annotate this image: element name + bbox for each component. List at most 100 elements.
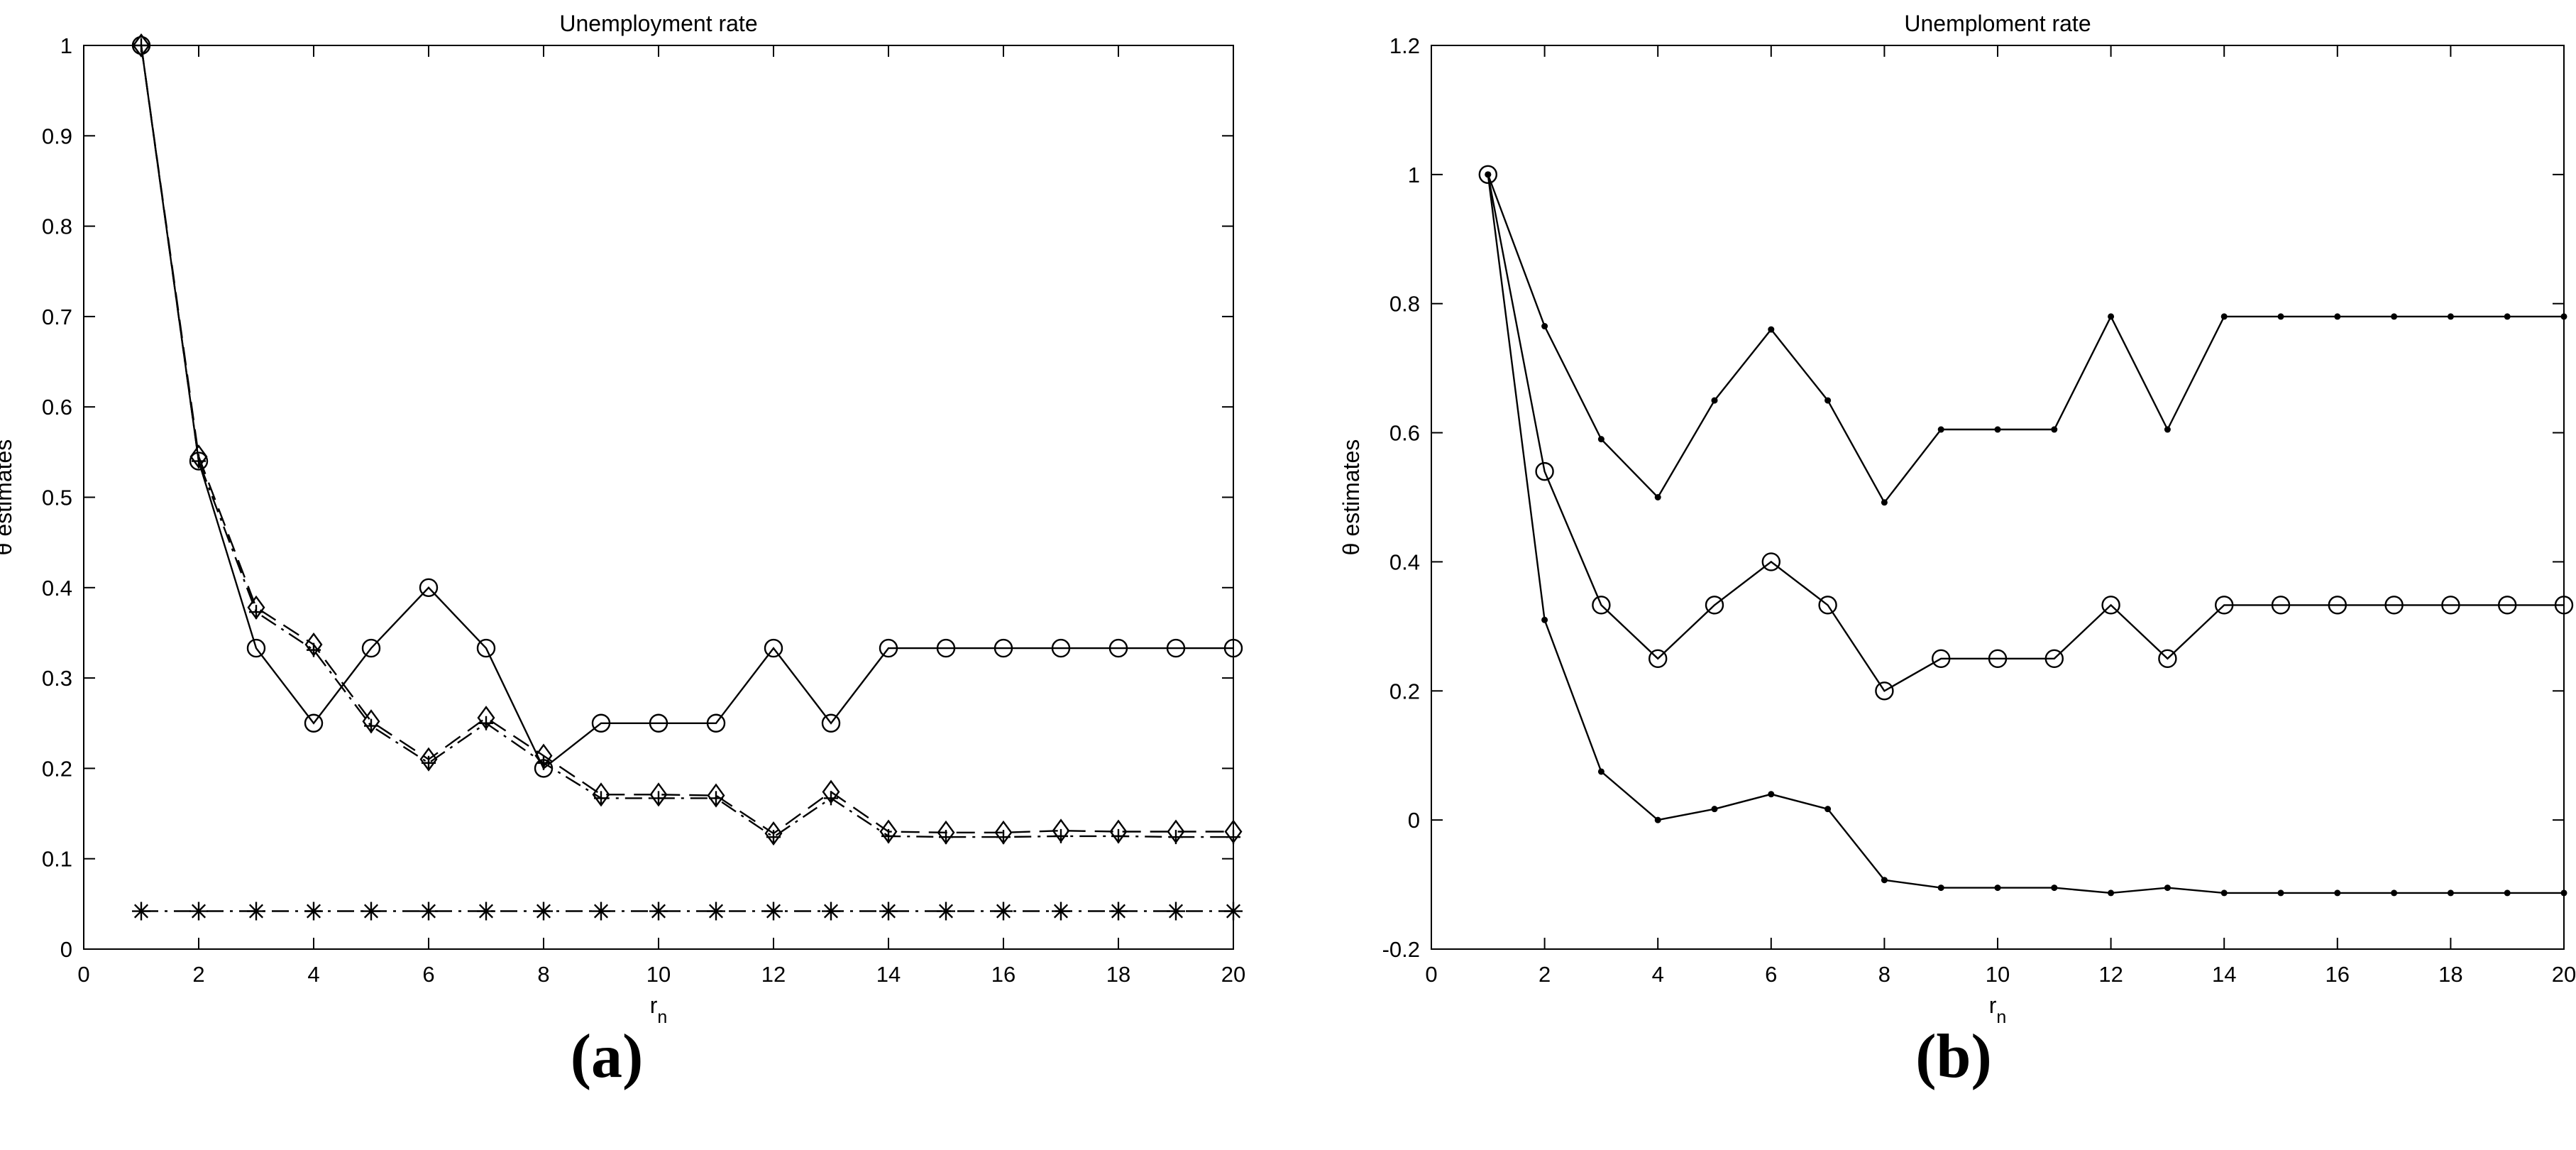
x-tick-label: 8 (537, 962, 549, 987)
series-1-point (2108, 313, 2115, 320)
x-tick-label: 18 (2438, 962, 2462, 987)
plot-frame (83, 45, 1234, 950)
series-4-point (822, 902, 840, 921)
series-3-point (881, 828, 896, 843)
series-1-line (140, 45, 1233, 770)
series-3-point (192, 454, 206, 469)
y-axis-label: θ estimates (1338, 439, 1364, 556)
series-2-point (1818, 596, 1837, 615)
series-3-point (766, 830, 781, 845)
panel-label-b-open: ( (1915, 1022, 1937, 1091)
series-1-point (993, 638, 1013, 658)
x-tick-label: 18 (1106, 962, 1130, 987)
series-3-point (1541, 616, 1548, 623)
series-1-point (1937, 426, 1944, 433)
series-3-point (1169, 830, 1183, 845)
series-3-point (1994, 885, 2001, 892)
series-3-point (479, 716, 493, 730)
series-2-point (2441, 596, 2460, 615)
series-4-point (764, 902, 783, 921)
y-tick-label: 0 (1408, 808, 1420, 833)
series-1-point (821, 713, 841, 733)
series-4-point (1052, 902, 1070, 921)
series-3-point (1824, 806, 1832, 813)
series-4-point (477, 902, 495, 921)
series-4-point (247, 902, 265, 921)
x-tick-label: 14 (876, 962, 901, 987)
series-2-point (2101, 596, 2120, 615)
y-tick-label: 0.1 (42, 847, 72, 872)
series-1-point (1768, 326, 1775, 333)
panel-label-a-open: ( (570, 1022, 591, 1091)
series-1-point (189, 451, 209, 471)
series-4-point (419, 902, 438, 921)
series-2-line (1487, 174, 2564, 692)
x-tick-label: 0 (1425, 962, 1437, 987)
series-1-point (2447, 313, 2454, 320)
series-1-point (1223, 638, 1243, 658)
x-tick-label: 4 (1652, 962, 1664, 987)
series-1-point (1994, 426, 2001, 433)
series-1-point (2051, 426, 2058, 433)
series-3-point (2108, 889, 2115, 897)
series-3-point (1485, 171, 1492, 178)
series-1 (1485, 171, 2567, 506)
series-4-point (937, 902, 955, 921)
series-3-point (307, 642, 321, 657)
x-tick-label: 2 (1539, 962, 1551, 987)
series-4 (132, 902, 1243, 921)
series-3-point (594, 791, 608, 806)
x-tick-label: 6 (1765, 962, 1777, 987)
x-axis-label-subscript: n (1996, 1007, 2006, 1027)
series-2-point (1705, 596, 1724, 615)
x-axis-label-main: r (650, 992, 658, 1018)
series-1-point (1654, 494, 1661, 500)
series-3-point (2391, 889, 2398, 897)
panel-label-a-letter: a (591, 1022, 622, 1091)
x-tick-label: 12 (761, 962, 786, 987)
series-1-point (2504, 313, 2511, 320)
x-tick-label: 4 (307, 962, 319, 987)
chart-b: 0 2 4 6 8 10 12 14 16 18 20-0.200.20.40.60.811.2Un… (1338, 11, 2576, 1027)
series-4-point (1224, 902, 1243, 921)
series-1-point (246, 638, 266, 658)
series-1-point (1824, 397, 1832, 404)
chart-title: Unemploment rate (1904, 11, 2091, 36)
series-3-point (939, 830, 953, 845)
series-2-point (2384, 596, 2404, 615)
x-tick-label: 2 (192, 962, 204, 987)
chart-a: 0 2 4 6 8 10 12 14 16 18 20 0 0.1 0.2 0.3 0.4 0.5 0.6 0.7 0… (0, 11, 1245, 1027)
series-3 (1485, 171, 2567, 897)
series-1-point (2164, 426, 2171, 433)
series-3-line (1487, 174, 2564, 894)
series-1-point (361, 638, 381, 658)
series-3-point (536, 755, 551, 770)
x-tick-label: 10 (1986, 962, 2010, 987)
y-tick-label: 1 (1408, 163, 1420, 187)
series-1-point (2391, 313, 2398, 320)
series-1-point (304, 713, 324, 733)
series-4-point (879, 902, 898, 921)
series-3-point (134, 38, 148, 53)
series-1-point (764, 638, 783, 658)
series-1 (131, 35, 1243, 778)
series-1-point (476, 638, 496, 658)
series-4-point (189, 902, 208, 921)
y-tick-label: 1 (60, 33, 72, 58)
series-1-point (419, 578, 439, 597)
series-3-point (651, 791, 666, 806)
y-tick-label: 0.7 (42, 305, 72, 329)
series-2-point (1761, 552, 1781, 571)
y-tick-label: 0.8 (1389, 292, 1420, 317)
series-2-point (1988, 649, 2008, 669)
series-4-point (534, 902, 553, 921)
y-axis-label: θ estimates (0, 439, 16, 556)
series-3-point (1597, 768, 1605, 775)
series-1-point (1108, 638, 1128, 658)
series-1-point (706, 713, 726, 733)
series-3-point (1054, 828, 1068, 843)
series-3-point (422, 755, 436, 770)
series-3-point (1768, 791, 1775, 798)
series-1-point (2334, 313, 2341, 320)
series-1-point (1597, 436, 1605, 443)
